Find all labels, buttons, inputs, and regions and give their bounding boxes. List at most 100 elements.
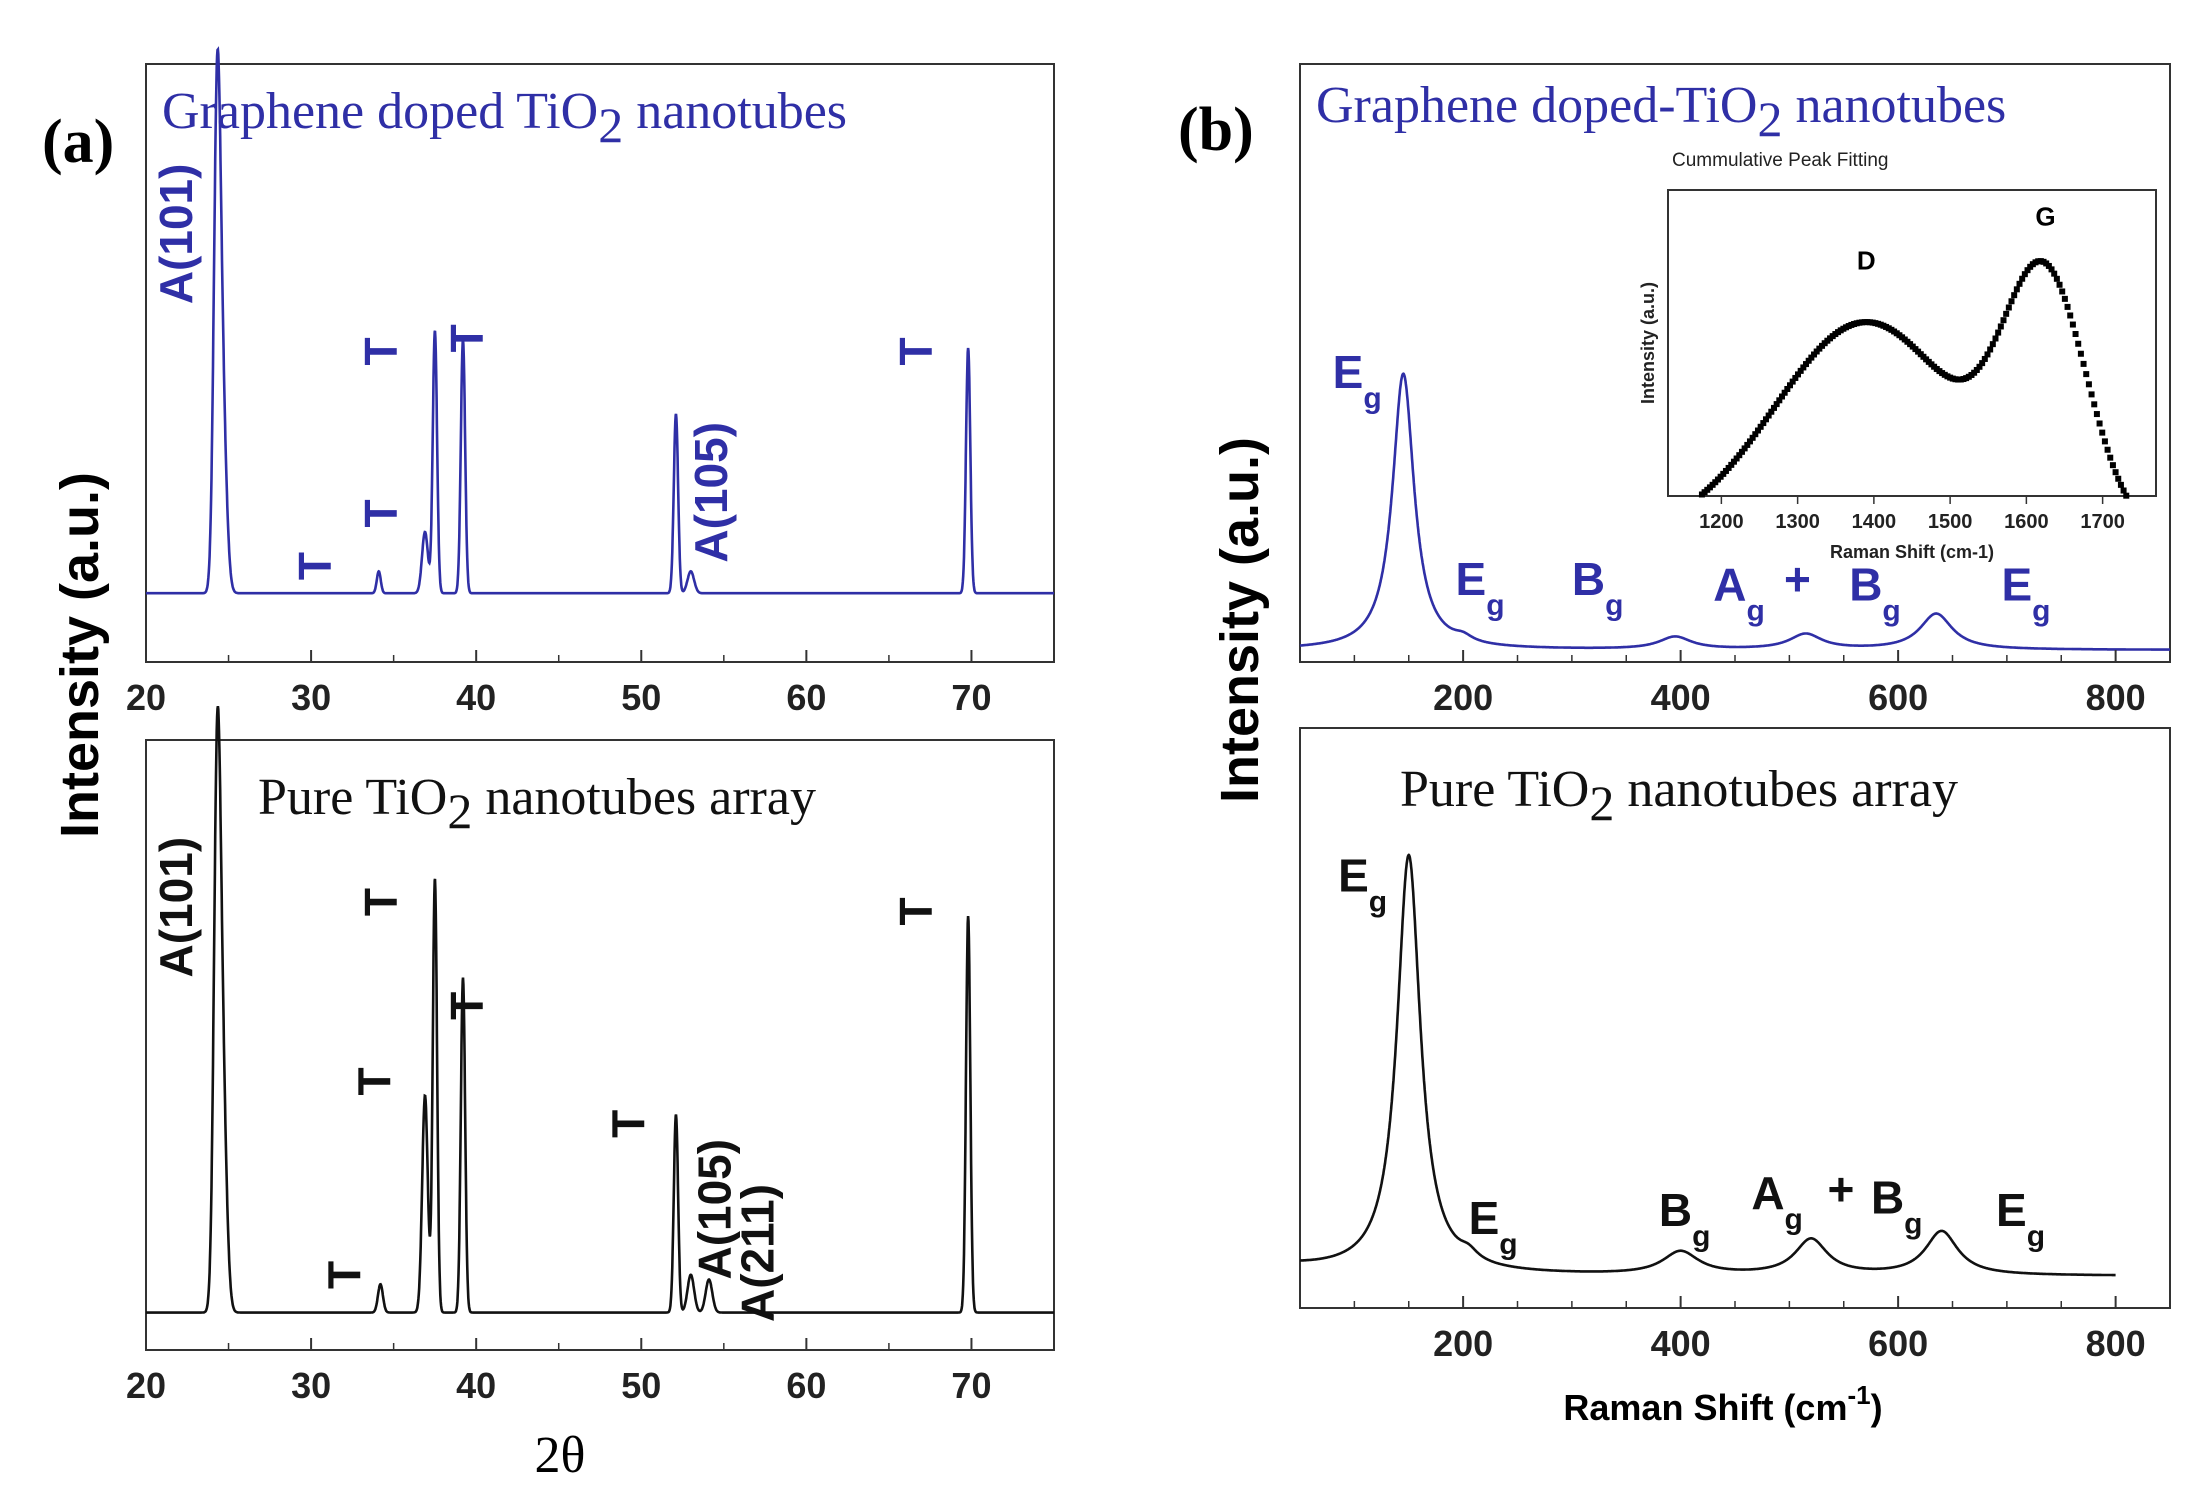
inset-point — [1765, 412, 1772, 419]
inset-point — [1805, 357, 1812, 364]
inset-point — [1800, 364, 1807, 371]
inset-point — [2059, 288, 2066, 295]
inset-point — [1997, 323, 2004, 330]
inset-point — [1762, 416, 1769, 423]
inset-point — [1730, 458, 1737, 465]
inset-point — [2048, 266, 2055, 273]
data-series-line — [146, 46, 1054, 595]
inset-point — [1744, 441, 1751, 448]
inset-point — [1741, 445, 1748, 452]
x-tick-label: 20 — [126, 1365, 166, 1406]
inset-title: Cummulative Peak Fitting — [1672, 150, 1888, 171]
peak-annotation: T — [289, 552, 341, 580]
inset-point — [2019, 275, 2026, 282]
inset-point — [2085, 381, 2092, 388]
inset-point — [2016, 280, 2023, 287]
peak-annotation: T — [355, 337, 407, 365]
inset-point — [2099, 429, 2106, 436]
inset-point — [2013, 286, 2020, 293]
inset-point — [2069, 321, 2076, 328]
panel-a-label: (a) — [42, 108, 114, 176]
peak-annotation: T — [890, 897, 942, 925]
peak-annotation: Eg — [1338, 849, 1387, 918]
peak-annotation: Eg — [1996, 1184, 2045, 1253]
data-series-line — [1300, 853, 2116, 1277]
inset-point — [2088, 391, 2095, 398]
x-tick-label: 200 — [1433, 1323, 1493, 1364]
inset-point — [2075, 340, 2082, 347]
plot-title: Pure TiO2 nanotubes array — [258, 769, 816, 839]
peak-annotation: T — [348, 1067, 400, 1095]
data-series-line — [1299, 372, 2170, 651]
x-tick-label: 400 — [1651, 677, 1711, 718]
inset-point — [2091, 401, 2098, 408]
x-tick-label: 50 — [621, 677, 661, 718]
inset-point — [2056, 281, 2063, 288]
inset-point — [1746, 438, 1753, 445]
inset-tick-label: 1700 — [2080, 511, 2125, 533]
x-tick-label: 400 — [1651, 1323, 1711, 1364]
x-tick-label: 30 — [291, 1365, 331, 1406]
inset-point — [2005, 304, 2012, 311]
inset-point — [1995, 329, 2002, 336]
plot-inset-peak-fitting: Cummulative Peak Fitting 1200 1300 1400 1500… — [1638, 150, 2157, 562]
inset-point — [2053, 275, 2060, 282]
inset-point — [1749, 434, 1756, 441]
peak-annotation: + — [1784, 553, 1811, 605]
peak-annotation: T — [319, 1261, 371, 1289]
plot-title: Pure TiO2 nanotubes array — [1400, 761, 1958, 831]
inset-point — [1725, 464, 1732, 471]
peak-annotation: Eg — [1469, 1192, 1518, 1261]
inset-point — [2115, 475, 2122, 482]
plot-title: Graphene doped TiO2 nanotubes — [162, 83, 847, 153]
inset-point — [1784, 385, 1791, 392]
peak-annotation: A(105) — [688, 1139, 740, 1280]
x-tick-label: 600 — [1868, 1323, 1928, 1364]
inset-point — [1973, 366, 1980, 373]
inset-point — [1773, 401, 1780, 408]
inset-point — [2101, 438, 2108, 445]
panel-b-label: (b) — [1178, 96, 1254, 164]
plot-title: Graphene doped-TiO2 nanotubes — [1316, 77, 2006, 147]
inset-point — [2109, 462, 2116, 469]
inset-point — [2104, 446, 2111, 453]
inset-point — [1754, 427, 1761, 434]
peak-annotation: Bg — [1871, 1171, 1923, 1240]
plot-frame — [145, 739, 1055, 1351]
plot-pure-raman: Pure TiO2 nanotubes array 200 400 600 800 Eg E… — [1299, 727, 2171, 1428]
inset-point — [2120, 487, 2127, 494]
x-tick-label: 50 — [621, 1365, 661, 1406]
inset-point — [2080, 360, 2087, 367]
inset-point — [1797, 367, 1804, 374]
plot-graphene-xrd: Graphene doped TiO2 nanotubes 20 30 40 50 60 7… — [126, 46, 1055, 718]
peak-annotation: Ag — [1751, 1167, 1803, 1236]
inset-point — [2072, 331, 2079, 338]
x-tick-label: 800 — [2086, 1323, 2146, 1364]
peak-annotation: + — [1827, 1163, 1854, 1215]
peak-annotation: Eg — [2001, 558, 2050, 627]
inset-point — [2077, 350, 2084, 357]
inset-x-axis-title: Raman Shift (cm-1) — [1830, 542, 1994, 562]
inset-point — [1736, 452, 1743, 459]
inset-point — [1722, 467, 1729, 474]
inset-point — [2008, 298, 2015, 305]
inset-point — [1778, 393, 1785, 400]
inset-point — [1760, 420, 1767, 427]
inset-point — [1989, 341, 1996, 348]
inset-point — [1738, 448, 1745, 455]
inset-point — [1787, 382, 1793, 389]
x-tick-label: 600 — [1868, 677, 1928, 718]
inset-point — [1728, 461, 1735, 468]
panel-a-y-axis-title: Intensity (a.u.) — [50, 472, 110, 838]
x-tick-label: 70 — [951, 1365, 991, 1406]
plot-frame — [145, 63, 1055, 663]
inset-point — [2051, 270, 2058, 277]
peak-annotation: T — [355, 888, 407, 916]
inset-point — [2123, 492, 2130, 499]
peak-annotation: Bg — [1849, 558, 1901, 627]
x-tick-label: 20 — [126, 677, 166, 718]
peak-annotation: A(105) — [685, 422, 737, 563]
inset-point — [1979, 360, 1986, 367]
inset-tick-label: 1300 — [1775, 511, 1820, 533]
